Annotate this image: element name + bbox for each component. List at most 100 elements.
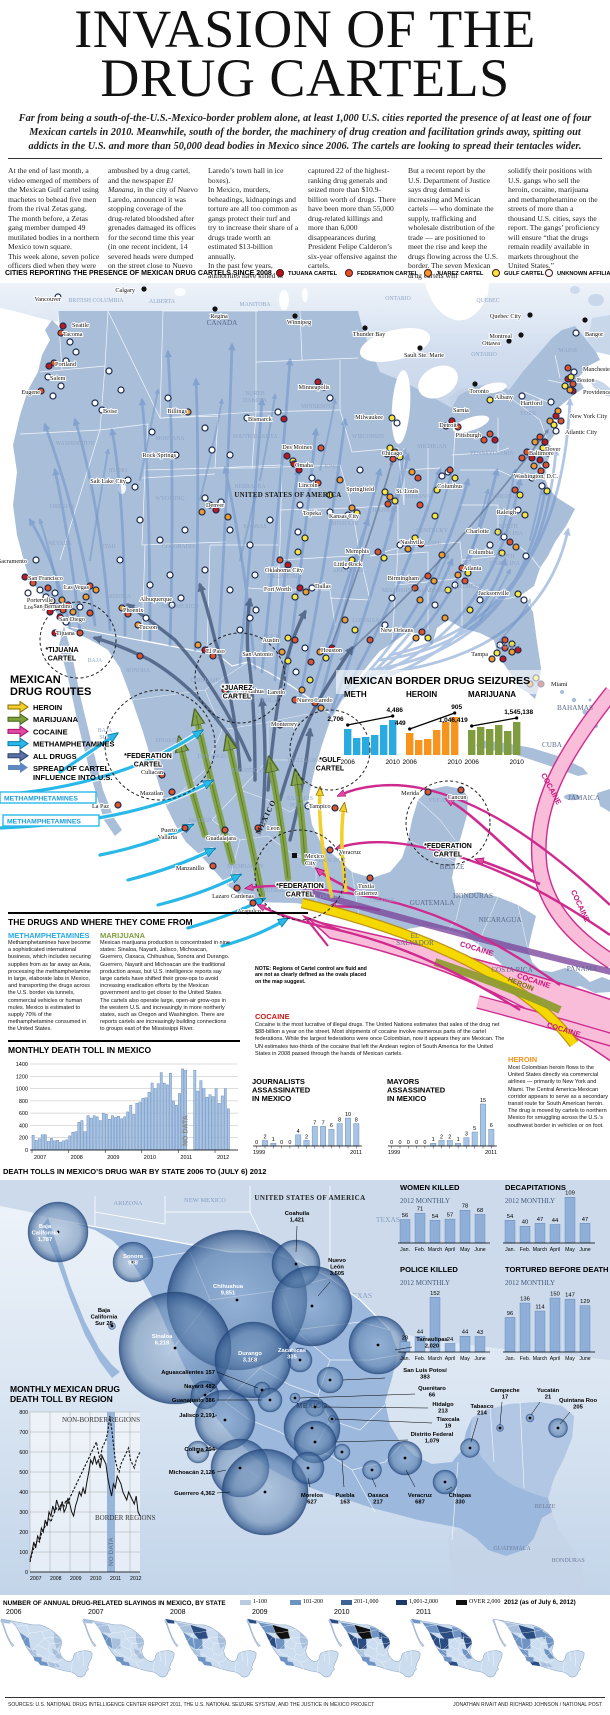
svg-text:*FEDERATION: *FEDERATION — [124, 753, 172, 760]
svg-text:2011: 2011 — [110, 1576, 121, 1582]
svg-text:147: 147 — [565, 1293, 575, 1299]
svg-text:0: 0 — [423, 1140, 426, 1146]
svg-text:Lazaro Cardenas: Lazaro Cardenas — [212, 893, 254, 900]
svg-text:15: 15 — [480, 1098, 486, 1104]
svg-text:6: 6 — [490, 1123, 493, 1129]
svg-text:Ottawa: Ottawa — [482, 340, 500, 347]
svg-text:24: 24 — [447, 1337, 454, 1343]
svg-text:Manchester: Manchester — [583, 366, 610, 373]
svg-text:QUEBEC: QUEBEC — [476, 298, 499, 304]
svg-text:May: May — [460, 1356, 470, 1362]
svg-text:213: 213 — [438, 1409, 448, 1415]
svg-text:Tucson: Tucson — [139, 624, 157, 631]
svg-text:Albuquerque: Albuquerque — [140, 596, 173, 603]
svg-text:Montreal: Montreal — [489, 333, 512, 340]
svg-text:BAHAMAS: BAHAMAS — [557, 704, 593, 712]
svg-text:CARTEL: CARTEL — [134, 762, 163, 769]
svg-text:Nayarit 482: Nayarit 482 — [184, 1384, 215, 1390]
svg-text:Yucatán: Yucatán — [537, 1388, 560, 1394]
svg-text:1,787: 1,787 — [38, 1237, 53, 1243]
svg-text:1000: 1000 — [16, 1087, 28, 1093]
svg-text:3,505: 3,505 — [330, 1271, 345, 1277]
svg-text:Little Rock: Little Rock — [334, 561, 363, 568]
svg-text:Gutierrez: Gutierrez — [354, 890, 378, 897]
svg-text:HONDURAS: HONDURAS — [453, 892, 493, 900]
svg-text:0: 0 — [398, 1140, 401, 1146]
svg-text:OKLAHOMA: OKLAHOMA — [268, 574, 303, 580]
svg-text:1: 1 — [272, 1137, 275, 1143]
svg-text:Sinaloa: Sinaloa — [152, 1334, 173, 1340]
svg-text:687: 687 — [415, 1500, 425, 1506]
svg-text:300: 300 — [19, 1510, 28, 1516]
svg-text:Regina: Regina — [210, 313, 228, 320]
svg-text:SOUTH: SOUTH — [495, 554, 515, 560]
svg-text:Monterrey: Monterrey — [271, 721, 298, 728]
svg-text:New York City: New York City — [570, 413, 608, 420]
svg-text:WASHINGTON: WASHINGTON — [56, 441, 95, 447]
svg-text:Phoenix: Phoenix — [123, 607, 144, 614]
svg-text:Chihuahua: Chihuahua — [213, 1284, 244, 1290]
svg-text:MICHOACAN: MICHOACAN — [227, 864, 264, 870]
svg-text:3,168: 3,168 — [243, 1358, 258, 1364]
svg-text:1200: 1200 — [16, 1074, 28, 1080]
svg-text:2: 2 — [440, 1134, 443, 1140]
svg-text:WOMEN KILLED: WOMEN KILLED — [400, 1183, 460, 1192]
svg-text:HONDURAS: HONDURAS — [551, 1558, 584, 1564]
svg-text:El Paso: El Paso — [206, 648, 225, 655]
svg-text:2012: 2012 — [217, 1155, 229, 1161]
svg-text:San Antonio: San Antonio — [242, 651, 273, 658]
svg-text:San Bernardino: San Bernardino — [33, 603, 72, 610]
svg-text:Houston: Houston — [321, 647, 342, 654]
svg-text:YORK: YORK — [520, 411, 537, 417]
svg-text:Topeka: Topeka — [303, 510, 321, 517]
svg-text:Tijuana: Tijuana — [56, 630, 75, 637]
svg-text:7: 7 — [313, 1120, 316, 1126]
svg-text:0: 0 — [25, 1148, 28, 1154]
svg-text:44: 44 — [552, 1218, 559, 1224]
svg-text:Columbus: Columbus — [437, 483, 463, 490]
svg-text:Acapulco: Acapulco — [237, 908, 261, 915]
svg-text:ALL DRUGS: ALL DRUGS — [33, 752, 77, 761]
svg-text:VIRGINIA: VIRGINIA — [492, 494, 519, 500]
svg-text:May: May — [565, 1356, 575, 1362]
svg-text:2010: 2010 — [385, 759, 400, 766]
svg-text:2012: 2012 — [130, 1576, 142, 1582]
svg-text:TENNESSEE: TENNESSEE — [409, 541, 442, 547]
svg-text:ALABAMA: ALABAMA — [417, 588, 447, 594]
svg-text:NORTH: NORTH — [245, 391, 265, 397]
svg-text:330: 330 — [455, 1500, 465, 1506]
svg-text:Providence: Providence — [583, 389, 610, 396]
svg-text:Miami: Miami — [551, 681, 568, 688]
svg-text:Kansas City: Kansas City — [329, 513, 360, 520]
svg-text:ILLINOIS: ILLINOIS — [373, 508, 397, 514]
svg-text:SALVADOR: SALVADOR — [396, 939, 434, 947]
svg-text:Sur 25: Sur 25 — [95, 1321, 113, 1327]
svg-text:2011: 2011 — [350, 1150, 362, 1156]
svg-text:152: 152 — [430, 1291, 440, 1297]
svg-text:MAYORS: MAYORS — [387, 1077, 419, 1086]
svg-text:Colima 294: Colima 294 — [184, 1447, 215, 1453]
svg-text:CARTEL: CARTEL — [434, 852, 463, 859]
svg-text:Sonora: Sonora — [123, 1254, 144, 1260]
svg-text:Portland: Portland — [55, 361, 77, 368]
svg-text:57: 57 — [447, 1213, 453, 1219]
svg-text:COAHUILA: COAHUILA — [247, 698, 278, 704]
svg-text:Calgary: Calgary — [115, 287, 135, 294]
svg-text:TORTURED BEFORE DEATH: TORTURED BEFORE DEATH — [505, 1265, 609, 1274]
svg-text:600: 600 — [19, 1111, 28, 1117]
svg-text:Winnipeg: Winnipeg — [287, 319, 311, 326]
svg-text:Feb.: Feb. — [415, 1356, 425, 1362]
svg-text:SOUTH DAKOTA: SOUTH DAKOTA — [233, 434, 279, 440]
svg-text:54: 54 — [432, 1214, 439, 1220]
svg-text:400: 400 — [19, 1123, 28, 1129]
svg-text:*GULF: *GULF — [319, 757, 342, 764]
svg-text:Tampa: Tampa — [471, 651, 488, 658]
svg-text:MISSOURI: MISSOURI — [331, 521, 359, 527]
svg-text:SONORA: SONORA — [126, 668, 151, 674]
svg-text:2010: 2010 — [447, 759, 462, 766]
svg-text:ONTARIO: ONTARIO — [471, 352, 497, 358]
svg-text:Salem: Salem — [50, 375, 66, 382]
svg-text:Baltimore: Baltimore — [529, 450, 554, 457]
svg-text:MARIJUANA: MARIJUANA — [33, 715, 79, 724]
svg-text:IOWA: IOWA — [324, 464, 340, 470]
